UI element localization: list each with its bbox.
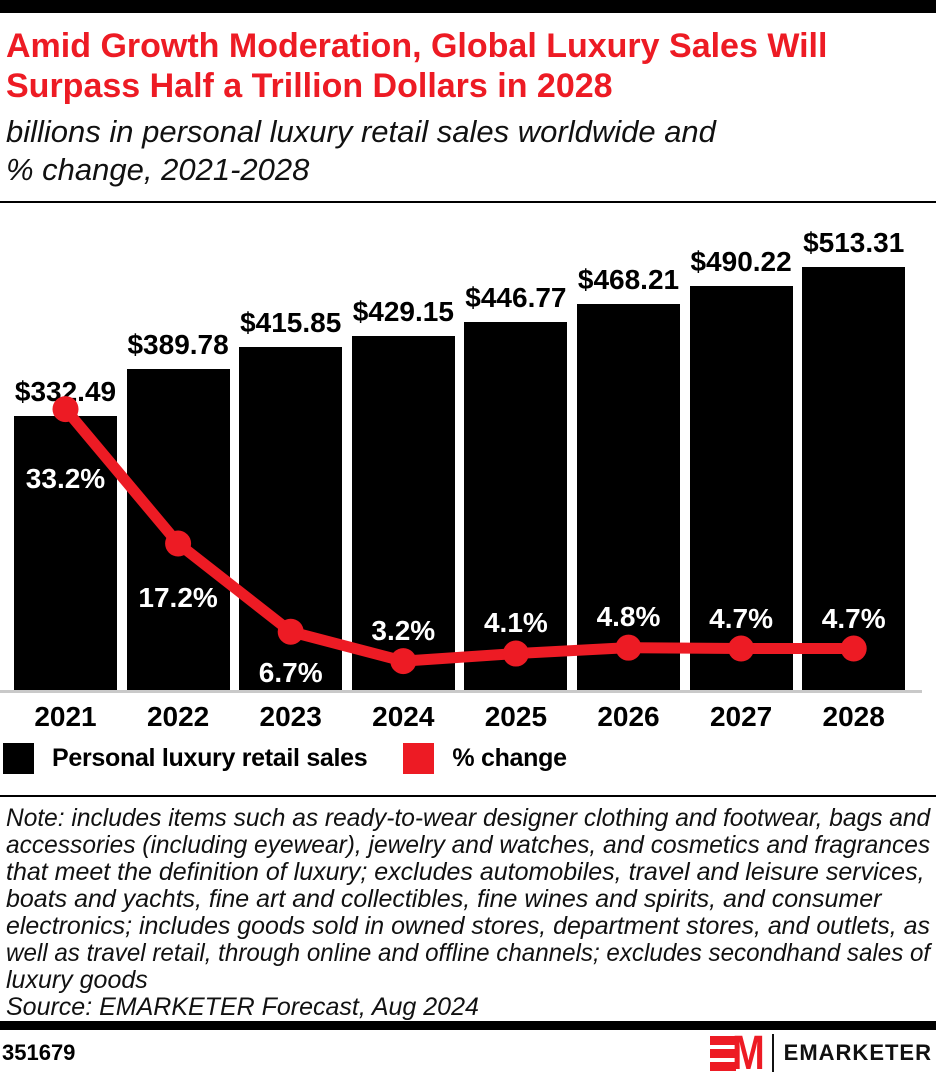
note-line: boats and yachts, fine art and collectib… — [6, 885, 882, 913]
page-title-line-2: Surpass Half a Trillion Dollars in 2028 — [6, 67, 613, 105]
footer: 351679 M EMARKETER — [0, 1026, 936, 1080]
logo-e-icon — [709, 1035, 736, 1071]
legend-label-line: % change — [452, 744, 567, 772]
note-text: Note: includes items such as ready-to-we… — [6, 805, 930, 1021]
bar-value-label: $513.31 — [803, 227, 905, 258]
logo-e-bar — [709, 1061, 736, 1071]
legend-item-line: % change — [403, 743, 567, 774]
note-line: luxury goods — [6, 966, 148, 994]
note-line: accessories (including eyewear), jewelry… — [6, 831, 931, 859]
x-axis-label: 2028 — [822, 701, 885, 732]
pct-change-label: 17.2% — [138, 581, 218, 613]
top-accent-bar — [0, 0, 936, 13]
logo-wordmark: EMARKETER — [783, 1040, 932, 1065]
chart-header: Amid Growth Moderation, Global Luxury Sa… — [0, 13, 936, 189]
plot-area: $332.49 33.2% $389.78 17.2% $415.85 6.7% $429.… — [0, 203, 936, 690]
x-axis-label: 2023 — [259, 701, 322, 732]
note-divider — [0, 795, 936, 797]
chart-id: 351679 — [2, 1040, 76, 1065]
x-axis-row: 2021 2022 2023 2024 2025 2026 2027 2028 — [0, 693, 936, 732]
bar-series-swatch — [3, 743, 34, 774]
bar-value-label: $332.49 — [14, 376, 117, 407]
x-axis-label: 2025 — [484, 701, 548, 732]
bar-2021 — [14, 416, 117, 690]
page-title: Amid Growth Moderation, Global Luxury Sa… — [6, 26, 930, 106]
bar-line-chart: $332.49 33.2% $389.78 17.2% $415.85 6.7% $429.… — [0, 203, 936, 732]
bar-value-label: $389.78 — [127, 329, 229, 360]
chart-legend: Personal luxury retail sales % change — [3, 743, 930, 774]
bar-value-label: $415.85 — [240, 307, 342, 338]
bar-value-label: $468.21 — [577, 264, 680, 295]
pct-change-label: 6.7% — [258, 656, 323, 688]
legend-label-bars: Personal luxury retail sales — [52, 744, 368, 772]
bottom-accent-bar — [0, 1021, 936, 1030]
x-axis-label: 2027 — [709, 701, 773, 732]
logo-m-letter: M — [731, 1026, 765, 1080]
note-line: that meet the definition of luxury; excl… — [6, 858, 925, 886]
bar-value-label: $490.22 — [690, 246, 792, 277]
bar-value-label: $446.77 — [465, 282, 567, 313]
x-axis-line — [0, 690, 922, 693]
x-axis-label: 2024 — [372, 701, 435, 732]
chart-subtitle-line-2: % change, 2021-2028 — [6, 152, 310, 187]
x-axis-label: 2021 — [34, 701, 97, 732]
pct-change-label: 4.7% — [821, 602, 886, 634]
chart-subtitle: billions in personal luxury retail sales… — [6, 113, 930, 189]
note-line: electronics; includes goods sold in owne… — [6, 912, 930, 940]
x-axis-label: 2022 — [146, 701, 210, 732]
bar-2022 — [126, 369, 230, 690]
emarketer-logo: M EMARKETER — [709, 1026, 932, 1080]
pct-change-label: 33.2% — [25, 463, 106, 495]
line-series-swatch — [403, 743, 435, 774]
bar-value-label: $429.15 — [352, 296, 454, 327]
note-line: Note: includes items such as ready-to-we… — [6, 804, 931, 832]
page-title-line-1: Amid Growth Moderation, Global Luxury Sa… — [6, 27, 828, 65]
logo-e-bar — [709, 1048, 736, 1058]
logo-divider — [771, 1034, 774, 1072]
note-line: well as travel retail, through online an… — [6, 939, 931, 967]
logo-e-bar — [709, 1035, 736, 1045]
x-axis-label: 2026 — [597, 701, 660, 732]
header-divider — [0, 201, 936, 203]
source-text: Source: EMARKETER Forecast, Aug 2024 — [6, 993, 479, 1021]
chart-subtitle-line-1: billions in personal luxury retail sales… — [6, 114, 716, 149]
legend-item-bars: Personal luxury retail sales — [3, 743, 368, 774]
